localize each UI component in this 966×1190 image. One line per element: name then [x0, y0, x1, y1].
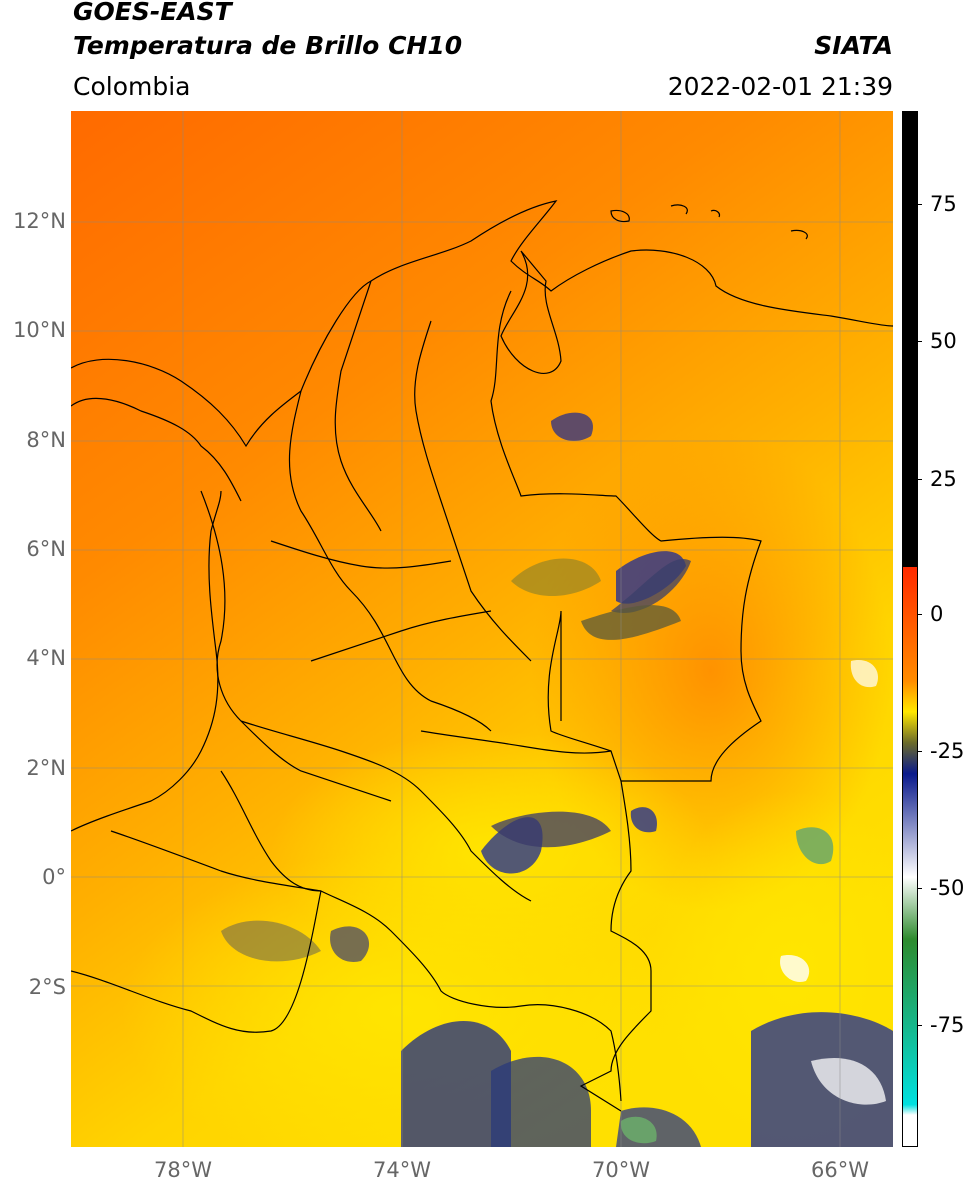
dept-boundaries-2 [334, 280, 382, 532]
lat-label-8n: 8°N [26, 428, 66, 452]
colorbar-label-50: 50 [930, 329, 957, 353]
border-panama [71, 397, 242, 502]
title-product: Temperatura de Brillo CH10 [73, 31, 463, 60]
colorbar-tick [917, 1025, 922, 1026]
coast-pacific [71, 490, 222, 832]
border-colombia-brazil [579, 780, 652, 1112]
lat-label-0: 0° [42, 865, 66, 889]
title-satellite: GOES-EAST [73, 0, 232, 26]
dept-boundaries-8 [420, 730, 612, 754]
dept-boundaries-4 [414, 320, 532, 662]
region-label: Colombia [73, 72, 191, 101]
dept-boundaries-3 [200, 490, 392, 802]
lat-label-6n: 6°N [26, 537, 66, 561]
colorbar-label-0: 0 [930, 602, 944, 626]
dept-boundaries-5 [240, 720, 532, 902]
dept-boundaries-6 [270, 540, 452, 569]
map-canvas [71, 111, 893, 1147]
dept-boundaries-1 [288, 390, 492, 732]
lon-label-74w: 74°W [373, 1158, 431, 1182]
cloud-features [221, 412, 893, 1147]
datetime-label: 2022-02-01 21:39 [667, 72, 893, 101]
colorbar-tick [917, 888, 922, 889]
lat-label-12n: 12°N [13, 209, 66, 233]
islands-venezuela [670, 204, 808, 240]
colorbar-tick [917, 341, 922, 342]
colorbar-label-minus50: -50 [930, 876, 965, 900]
dept-boundaries-9 [220, 770, 322, 892]
coastline-caribbean [71, 200, 893, 448]
colorbar [902, 111, 918, 1147]
lake-maracaibo [500, 250, 562, 374]
dept-boundaries-7 [310, 610, 492, 662]
colorbar-tick [917, 204, 922, 205]
colorbar-tick [917, 479, 922, 480]
colorbar-label-25: 25 [930, 467, 957, 491]
colorbar-tick [917, 751, 922, 752]
colorbar-tick [917, 614, 922, 615]
lon-label-66w: 66°W [811, 1158, 869, 1182]
graticule [71, 111, 893, 1147]
lat-label-4n: 4°N [26, 646, 66, 670]
lon-label-70w: 70°W [592, 1158, 650, 1182]
source-label: SIATA [814, 31, 893, 60]
colorbar-label-minus75: -75 [930, 1013, 965, 1037]
lat-label-2s: 2°S [28, 975, 66, 999]
border-colombia-peru-ecuador [110, 830, 622, 1102]
lon-label-78w: 78°W [154, 1158, 212, 1182]
satellite-map [71, 111, 893, 1147]
colorbar-label-75: 75 [930, 192, 957, 216]
lat-label-2n: 2°N [26, 756, 66, 780]
border-ecuador-peru [71, 890, 322, 1033]
lat-label-10n: 10°N [13, 318, 66, 342]
border-colombia-venezuela [490, 290, 762, 782]
borders [71, 200, 893, 1112]
colorbar-label-minus25: -25 [930, 739, 965, 763]
aruba-curacao [610, 209, 630, 223]
